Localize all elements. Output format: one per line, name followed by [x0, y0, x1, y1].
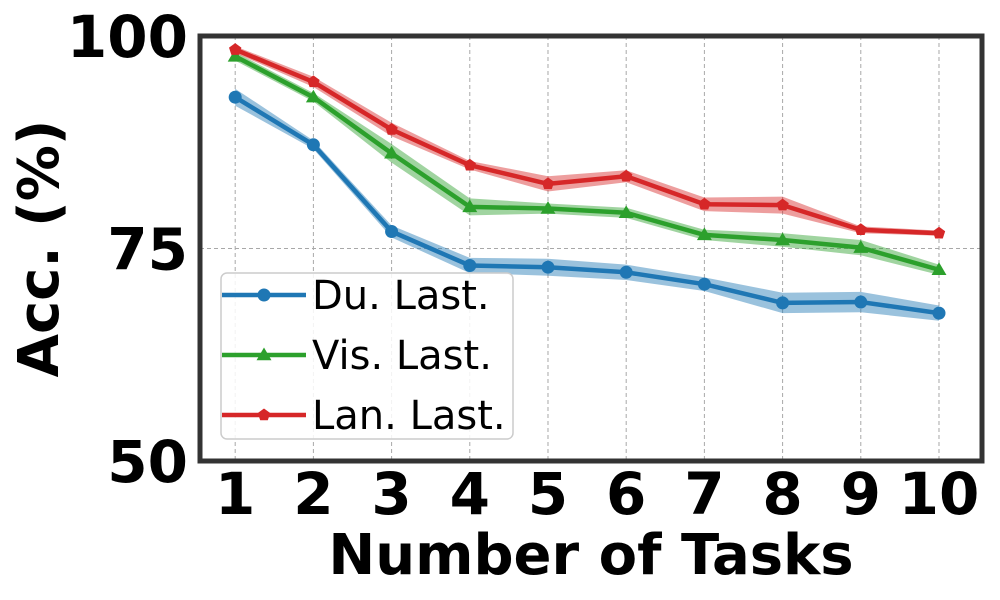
- du-last-line: [234, 95, 940, 316]
- vis-last-point: [462, 199, 478, 213]
- du-last-point: [619, 265, 633, 279]
- du-last-point: [776, 296, 790, 310]
- y-axis-label: Acc. (%): [7, 120, 72, 378]
- vis-last-point: [618, 205, 634, 219]
- x-axis-label: Number of Tasks: [328, 523, 853, 588]
- vis-last-point: [931, 262, 947, 275]
- legend: Du. Last. Vis. Last. Lan. Last.: [220, 272, 514, 440]
- legend-box: [220, 272, 514, 440]
- vis-last-point: [696, 227, 712, 241]
- lan-last-point: [932, 226, 946, 239]
- lan-last-point: [229, 43, 242, 55]
- vis-last-point: [384, 145, 400, 159]
- du-last-point: [854, 295, 868, 309]
- vis-last-point: [305, 89, 321, 103]
- vis-last-band: [235, 52, 939, 275]
- du-last-band: [235, 88, 939, 321]
- y-tick-label: 75: [107, 216, 188, 284]
- vis-last-point: [775, 232, 791, 246]
- x-tick-label: 10: [899, 460, 980, 528]
- du-last-point: [306, 138, 320, 152]
- lan-last-point: [620, 169, 633, 182]
- confidence-bands: [235, 46, 939, 321]
- x-tick-label: 3: [371, 460, 411, 528]
- du-last-point: [385, 225, 399, 238]
- x-tick-label: 7: [684, 460, 724, 528]
- lan-last-point: [307, 75, 320, 88]
- vis-last-legend-label: Vis. Last.: [312, 333, 492, 379]
- du-last-legend-marker: [257, 288, 271, 302]
- y-tick-labels: 50 75 100: [67, 3, 188, 496]
- y-tick-label: 50: [107, 428, 188, 496]
- vis-last-legend-marker: [256, 347, 272, 361]
- y-tick-label: 100: [67, 3, 188, 71]
- x-tick-label: 9: [841, 460, 881, 528]
- du-last-legend-label: Du. Last.: [312, 273, 490, 319]
- du-last-point: [932, 306, 946, 320]
- du-last-point: [463, 259, 477, 272]
- lan-last-point: [385, 123, 398, 135]
- x-tick-label: 4: [450, 460, 490, 528]
- vis-last-point: [227, 48, 243, 62]
- series-markers: [227, 43, 947, 320]
- lan-last-legend-marker: [257, 408, 271, 421]
- du-last-point: [228, 90, 242, 104]
- lan-last-line: [234, 47, 940, 236]
- du-last-point: [541, 260, 555, 274]
- plot-frame: [197, 33, 985, 464]
- x-tick-label: 8: [762, 460, 802, 528]
- lan-last-point: [541, 177, 555, 190]
- lan-last-point: [776, 198, 789, 211]
- vis-last-point: [540, 201, 556, 214]
- x-tick-labels: 1 2 3 4 5 6 7 8 9 10: [215, 460, 979, 528]
- lan-last-point: [463, 158, 476, 171]
- vis-last-line: [234, 54, 940, 272]
- vis-last-point: [853, 240, 869, 253]
- lan-last-point: [698, 197, 711, 210]
- x-tick-label: 2: [293, 460, 333, 528]
- du-last-point: [697, 277, 711, 291]
- x-tick-label: 1: [215, 460, 255, 528]
- lan-last-legend-label: Lan. Last.: [312, 393, 506, 439]
- x-tick-label: 6: [606, 460, 646, 528]
- series-lines: [234, 47, 940, 316]
- lan-last-point: [854, 223, 867, 236]
- x-tick-label: 5: [528, 460, 568, 528]
